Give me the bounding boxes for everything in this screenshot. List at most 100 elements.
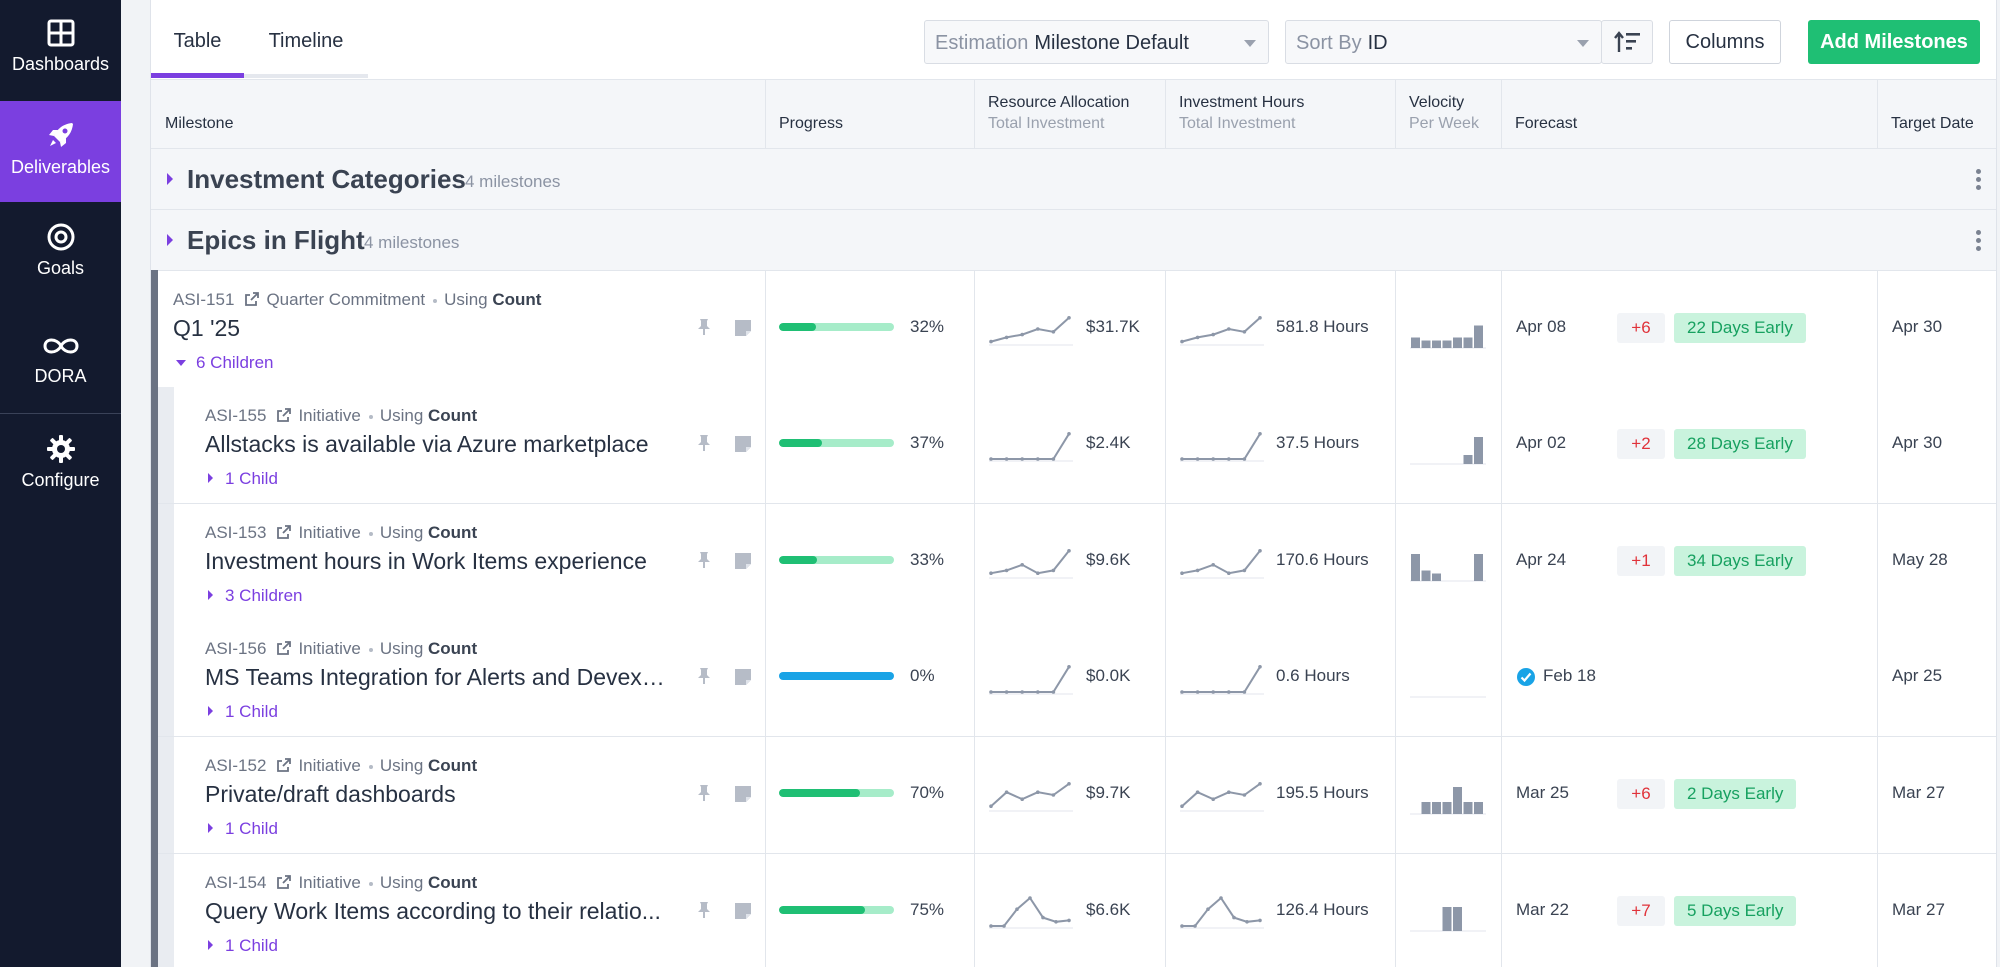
pin-icon[interactable] [696,784,712,807]
table-row[interactable]: ASI-153 Initiative Using Count Investment h… [151,504,1996,621]
active-tab-indicator [151,73,244,78]
progress-bar [779,789,894,797]
col-target-date[interactable]: Target Date [1891,115,1974,132]
add-milestones-button[interactable]: Add Milestones [1808,20,1980,64]
table-row[interactable]: ASI-152 Initiative Using Count Private/draf… [151,737,1996,854]
col-velocity[interactable]: Velocity Per Week [1409,94,1479,132]
col-resource-allocation[interactable]: Resource Allocation Total Investment [988,94,1130,132]
forecast-date: Apr 02 [1516,433,1567,452]
note-icon[interactable] [733,667,753,692]
tab-timeline[interactable]: Timeline [268,30,344,52]
milestone-title[interactable]: Q1 '25 [173,315,241,341]
estimation-using-label: Using [379,873,424,892]
pin-icon[interactable] [696,551,712,574]
nav-dashboards-label: Dashboards [11,54,110,74]
pin-icon[interactable] [696,667,712,690]
milestone-id[interactable]: ASI-152 [205,756,267,775]
external-link-icon[interactable] [276,757,292,773]
more-options-icon[interactable] [1976,230,1982,254]
pin-icon[interactable] [696,901,712,924]
note-icon[interactable] [733,901,753,926]
sparkline [989,549,1073,579]
table-row[interactable]: ASI-156 Initiative Using Count MS Teams Int… [151,620,1996,737]
forecast-delta-badge: +7 [1617,896,1665,926]
sort-by-select[interactable]: Sort By ID [1285,20,1602,64]
sort-direction-button[interactable] [1601,20,1653,64]
milestone-id[interactable]: ASI-156 [205,639,267,658]
milestone-title[interactable]: Query Work Items according to their rela… [205,898,661,924]
col-milestone[interactable]: Milestone [165,115,234,132]
progress-bar [779,439,894,447]
milestone-title[interactable]: Investment hours in Work Items experienc… [205,548,647,574]
estimation-select[interactable]: Estimation Milestone Default [924,20,1269,64]
children-toggle[interactable]: 1 Child [208,469,278,489]
col-investment-hours[interactable]: Investment Hours Total Investment [1179,94,1305,132]
separator-dot [368,764,373,769]
children-toggle[interactable]: 3 Children [208,586,303,606]
note-icon[interactable] [733,434,753,459]
velocity-chart [1410,437,1486,465]
sort-order-icon [1614,31,1640,52]
external-link-icon[interactable] [276,874,292,890]
table-row[interactable]: ASI-155 Initiative Using Count Allstacks is… [151,387,1996,504]
children-toggle[interactable]: 1 Child [208,936,278,956]
sparkline [1180,896,1264,929]
milestone-title[interactable]: MS Teams Integration for Alerts and Deve… [205,664,665,690]
target-date: Apr 30 [1892,317,1943,336]
milestone-id[interactable]: ASI-155 [205,406,267,425]
col-progress[interactable]: Progress [779,115,844,132]
group-count: 4 milestones [465,172,561,191]
note-icon[interactable] [733,318,753,343]
children-toggle[interactable]: 1 Child [208,819,278,839]
children-toggle[interactable]: 1 Child [208,702,278,722]
estimation-using-value: Count [428,639,478,658]
nav-goals[interactable]: Goals [0,222,121,288]
estimation-using-value: Count [492,290,542,309]
note-icon[interactable] [733,784,753,809]
target-date: Apr 30 [1892,433,1943,452]
table-row[interactable]: ASI-154 Initiative Using Count Query Work I… [151,854,1996,967]
external-link-icon[interactable] [276,640,292,656]
sparkline [1180,665,1264,695]
separator-dot [368,647,373,652]
more-options-icon[interactable] [1976,169,1982,193]
progress-bar [779,906,894,914]
nav-dashboards[interactable]: Dashboards [0,18,121,84]
investment-hours: 195.5 Hours [1276,783,1369,802]
external-link-icon[interactable] [244,291,260,307]
note-icon[interactable] [733,551,753,576]
progress-bar [779,556,894,564]
columns-button[interactable]: Columns [1669,20,1781,64]
milestone-meta: ASI-153 Initiative Using Count [205,523,477,543]
separator-dot [368,531,373,536]
col-divider [1501,80,1502,148]
milestone-title[interactable]: Private/draft dashboards [205,781,456,807]
external-link-icon[interactable] [276,407,292,423]
group-investment-categories[interactable]: Investment Categories 4 milestones [151,149,1996,210]
nav-configure[interactable]: Configure [0,434,121,500]
progress-percent: 0% [910,666,935,685]
milestone-id[interactable]: ASI-153 [205,523,267,542]
milestone-id[interactable]: ASI-154 [205,873,267,892]
nav-dora[interactable]: DORA [0,332,121,398]
milestone-title[interactable]: Allstacks is available via Azure marketp… [205,431,649,457]
col-forecast[interactable]: Forecast [1515,115,1578,132]
gear-icon [46,435,75,463]
nav-deliverables[interactable]: Deliverables [0,101,121,202]
investment-amount: $9.6K [1086,550,1131,569]
forecast-date: Mar 25 [1516,783,1569,802]
milestone-type: Quarter Commitment [266,290,426,309]
table-row[interactable]: ASI-151 Quarter Commitment Using Count Q1 '… [151,271,1996,388]
group-epics-in-flight[interactable]: Epics in Flight 4 milestones [151,210,1996,271]
milestone-id[interactable]: ASI-151 [173,290,235,309]
chevron-down-icon [1577,40,1589,47]
rocket-icon [48,123,73,147]
tab-table[interactable]: Table [173,30,222,52]
col-divider [1877,271,1878,967]
children-toggle[interactable]: 6 Children [176,353,274,373]
investment-hours: 0.6 Hours [1276,666,1350,685]
pin-icon[interactable] [696,318,712,341]
external-link-icon[interactable] [276,524,292,540]
pin-icon[interactable] [696,434,712,457]
chevron-down-icon [1244,40,1256,47]
